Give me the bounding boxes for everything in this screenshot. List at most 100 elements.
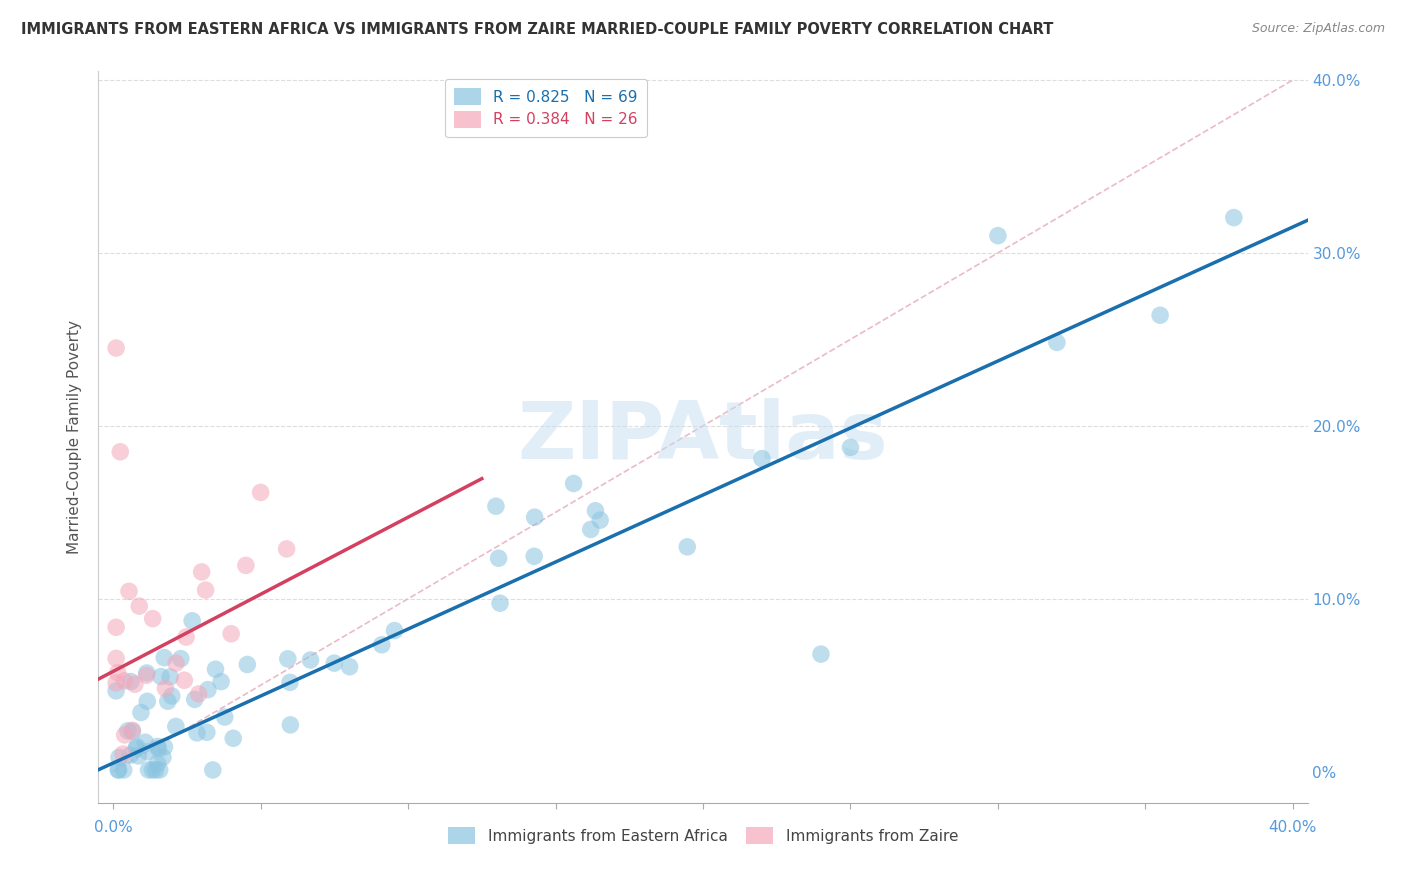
Point	[105, 676, 128, 690]
Point	[209, 674, 232, 689]
Point	[589, 513, 612, 527]
Legend: Immigrants from Eastern Africa, Immigrants from Zaire: Immigrants from Eastern Africa, Immigran…	[441, 822, 965, 850]
Point	[153, 739, 176, 754]
Point	[135, 665, 157, 680]
Point	[136, 694, 159, 708]
Point	[384, 624, 406, 638]
Point	[112, 673, 135, 688]
Point	[155, 681, 177, 696]
Point	[146, 739, 169, 754]
Point	[186, 726, 208, 740]
Point	[249, 485, 271, 500]
Point	[488, 551, 510, 566]
Point	[277, 652, 299, 666]
Point	[1046, 335, 1069, 350]
Point	[276, 541, 298, 556]
Point	[105, 684, 128, 698]
Text: 0.0%: 0.0%	[94, 820, 132, 835]
Point	[156, 694, 179, 708]
Point	[111, 747, 134, 761]
Point	[278, 675, 301, 690]
Point	[153, 650, 176, 665]
Point	[339, 659, 361, 673]
Point	[127, 749, 149, 764]
Point	[839, 441, 862, 455]
Point	[174, 630, 197, 644]
Point	[214, 710, 236, 724]
Point	[197, 682, 219, 697]
Point	[579, 523, 602, 537]
Text: IMMIGRANTS FROM EASTERN AFRICA VS IMMIGRANTS FROM ZAIRE MARRIED-COUPLE FAMILY PO: IMMIGRANTS FROM EASTERN AFRICA VS IMMIGR…	[21, 22, 1053, 37]
Point	[107, 763, 129, 777]
Point	[129, 706, 152, 720]
Point	[585, 504, 607, 518]
Point	[235, 558, 257, 573]
Point	[138, 763, 160, 777]
Point	[107, 665, 129, 680]
Point	[136, 745, 159, 759]
Point	[181, 614, 204, 628]
Point	[219, 626, 242, 640]
Point	[173, 673, 195, 688]
Point	[201, 763, 224, 777]
Point	[523, 510, 546, 524]
Point	[299, 653, 322, 667]
Point	[323, 656, 346, 670]
Point	[149, 763, 172, 777]
Point	[183, 692, 205, 706]
Point	[145, 763, 167, 777]
Point	[146, 756, 169, 771]
Point	[125, 741, 148, 756]
Point	[135, 668, 157, 682]
Point	[120, 674, 142, 689]
Point	[105, 651, 128, 665]
Point	[159, 670, 181, 684]
Point	[165, 719, 187, 733]
Point	[120, 748, 142, 763]
Point	[150, 669, 173, 683]
Point	[112, 763, 135, 777]
Point	[485, 499, 508, 513]
Y-axis label: Married-Couple Family Poverty: Married-Couple Family Poverty	[67, 320, 83, 554]
Point	[236, 657, 259, 672]
Point	[107, 763, 129, 777]
Point	[810, 647, 832, 661]
Point	[165, 656, 187, 670]
Point	[170, 651, 193, 665]
Text: ZIPAtlas: ZIPAtlas	[517, 398, 889, 476]
Point	[105, 620, 128, 634]
Point	[142, 612, 165, 626]
Point	[121, 723, 143, 738]
Text: 40.0%: 40.0%	[1268, 820, 1317, 835]
Text: Source: ZipAtlas.com: Source: ZipAtlas.com	[1251, 22, 1385, 36]
Point	[194, 583, 217, 598]
Point	[114, 728, 136, 742]
Point	[128, 599, 150, 613]
Point	[222, 731, 245, 746]
Point	[124, 677, 146, 691]
Point	[187, 687, 209, 701]
Point	[105, 341, 128, 355]
Point	[125, 739, 148, 754]
Point	[160, 689, 183, 703]
Point	[1223, 211, 1246, 225]
Point	[489, 596, 512, 610]
Point	[134, 735, 156, 749]
Point	[110, 444, 132, 458]
Point	[121, 724, 143, 739]
Point	[987, 228, 1010, 243]
Point	[118, 584, 141, 599]
Point	[523, 549, 546, 564]
Point	[676, 540, 699, 554]
Point	[152, 750, 174, 764]
Point	[141, 763, 163, 777]
Point	[148, 741, 170, 756]
Point	[562, 476, 585, 491]
Point	[280, 718, 302, 732]
Point	[117, 723, 139, 738]
Point	[108, 750, 131, 764]
Point	[371, 638, 394, 652]
Point	[195, 725, 218, 739]
Point	[1149, 308, 1171, 322]
Point	[204, 662, 226, 676]
